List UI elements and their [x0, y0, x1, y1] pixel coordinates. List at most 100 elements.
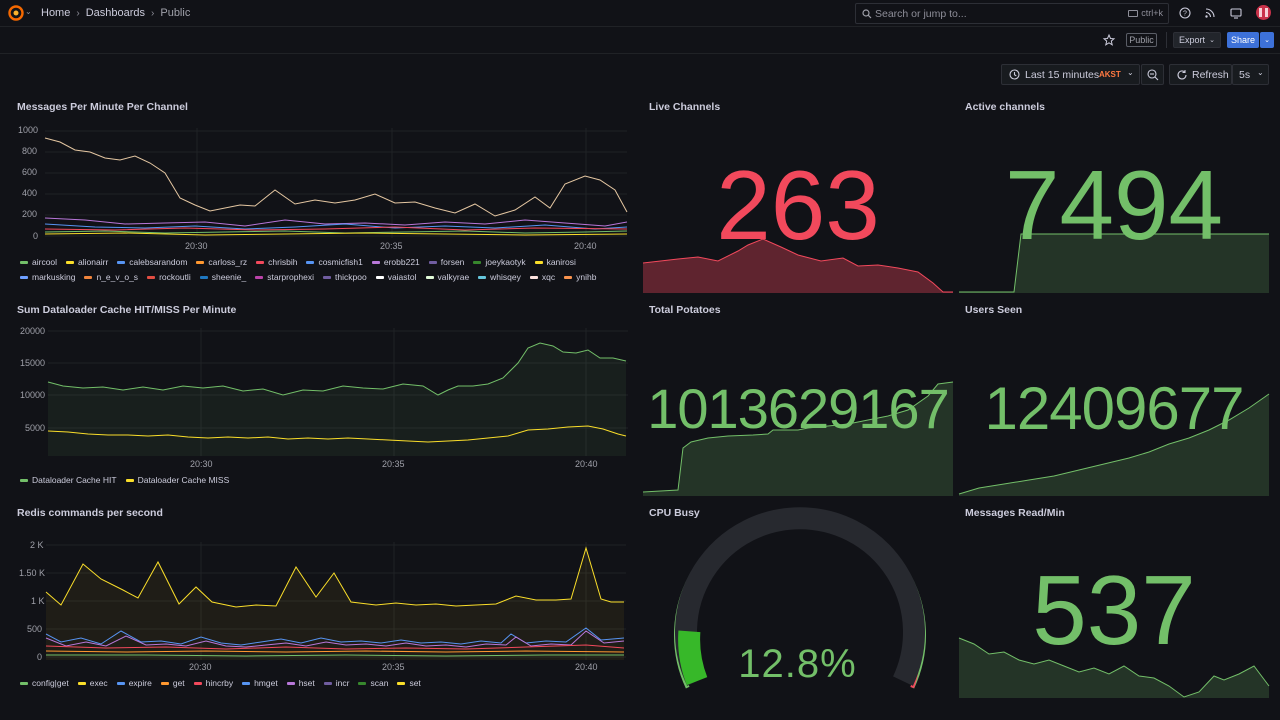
legend-item[interactable]: get — [160, 677, 185, 689]
legend-swatch — [255, 275, 264, 279]
y-tick: 1.50 K — [19, 568, 46, 578]
panel-title-messages-read[interactable]: Messages Read/Min — [965, 507, 1065, 519]
legend-swatch — [286, 681, 295, 685]
legend-item[interactable]: thickpoo — [323, 271, 367, 283]
legend-label: hincrby — [205, 678, 234, 688]
legend-item[interactable]: aircool — [20, 256, 57, 268]
legend-item[interactable]: markusking — [20, 271, 75, 283]
chevron-right-icon: › — [76, 7, 80, 19]
legend-item[interactable]: Dataloader Cache MISS — [125, 474, 229, 486]
legend-item[interactable]: sheenie_ — [199, 271, 246, 283]
legend-item[interactable]: xqc — [529, 271, 555, 283]
share-dropdown-button[interactable]: ⌄ — [1260, 32, 1274, 48]
panel-title-dataloader[interactable]: Sum Dataloader Cache HIT/MISS Per Minute — [17, 304, 237, 316]
grafana-logo-icon[interactable] — [8, 5, 24, 21]
panel-title-total-potatoes[interactable]: Total Potatoes — [649, 304, 721, 316]
legend-item[interactable]: set — [397, 677, 421, 689]
exec-area — [46, 548, 624, 660]
legend-item[interactable]: chrisbih — [256, 256, 297, 268]
legend-label: expire — [128, 678, 152, 688]
legend-item[interactable]: Dataloader Cache HIT — [20, 474, 117, 486]
series-line — [46, 654, 624, 657]
legend-item[interactable]: incr — [323, 677, 349, 689]
help-icon[interactable]: ? — [1178, 6, 1192, 20]
kiosk-mode-icon[interactable] — [1229, 6, 1243, 20]
cpu-busy-gauge — [674, 507, 926, 689]
svg-text:?: ? — [1183, 11, 1187, 18]
legend-item[interactable]: alionairr — [66, 256, 108, 268]
legend-item[interactable]: scan — [358, 677, 388, 689]
legend-item[interactable]: n_e_v_o_s — [84, 271, 138, 283]
users-seen-value: 12409677 — [984, 375, 1245, 442]
users-seen-sparkline — [958, 393, 1270, 496]
zoom-out-icon — [1147, 69, 1159, 81]
time-range-picker[interactable]: Last 15 minutes AKST ⌄ — [1001, 64, 1140, 85]
y-tick: 500 — [27, 624, 43, 634]
series-line — [44, 226, 628, 231]
legend-item[interactable]: starprophexi — [255, 271, 314, 283]
panel-title-redis[interactable]: Redis commands per second — [17, 507, 163, 519]
legend-label: joeykaotyk — [485, 257, 526, 267]
legend-swatch — [117, 260, 126, 264]
live-channels-value: 263 — [716, 150, 880, 260]
legend-swatch — [199, 275, 208, 279]
public-badge: Public — [1126, 33, 1157, 47]
messages-chart[interactable] — [44, 128, 628, 240]
legend-item[interactable]: erobb221 — [371, 256, 420, 268]
rss-news-icon[interactable] — [1203, 6, 1217, 20]
dashboard-toolbar: Public Export ⌄ Share ⌄ — [0, 27, 1280, 54]
legend-item[interactable]: forsen — [428, 256, 464, 268]
redis-chart[interactable] — [45, 542, 626, 660]
panel-title-cpu-busy[interactable]: CPU Busy — [649, 507, 700, 519]
chevron-down-icon[interactable]: ⌄ — [25, 7, 32, 16]
panel-title-active-channels[interactable]: Active channels — [965, 101, 1045, 113]
legend-item[interactable]: carloss_rz — [196, 256, 247, 268]
legend-swatch — [125, 478, 134, 482]
legend-item[interactable]: calebsarandom — [117, 256, 187, 268]
legend-item[interactable]: joeykaotyk — [473, 256, 526, 268]
timezone-badge: AKST — [1099, 70, 1121, 79]
legend-item[interactable]: config|get — [20, 677, 69, 689]
legend-swatch — [242, 681, 251, 685]
legend-item[interactable]: whisqey — [478, 271, 521, 283]
legend-swatch — [306, 260, 315, 264]
legend-item[interactable]: vaiastol — [375, 271, 417, 283]
refresh-interval-picker[interactable]: 5s ⌄ — [1232, 64, 1269, 85]
legend-item[interactable]: valkyrae — [425, 271, 469, 283]
gauge-fill — [678, 630, 708, 686]
legend-item[interactable]: hmget — [242, 677, 278, 689]
export-button[interactable]: Export ⌄ — [1173, 32, 1221, 48]
legend-label: config|get — [32, 678, 69, 688]
refresh-button[interactable]: Refresh — [1169, 64, 1232, 85]
user-avatar[interactable] — [1256, 5, 1271, 20]
search-input[interactable]: Search or jump to... ctrl+k — [855, 3, 1169, 24]
legend-item[interactable]: rockoutli — [147, 271, 191, 283]
y-tick: 400 — [22, 188, 38, 198]
legend-item[interactable]: ynihb — [564, 271, 596, 283]
legend-item[interactable]: kanirosi — [534, 256, 576, 268]
breadcrumb-dashboards[interactable]: Dashboards — [85, 7, 146, 19]
legend-swatch — [20, 275, 28, 279]
breadcrumb-home[interactable]: Home — [41, 7, 71, 19]
share-button[interactable]: Share — [1227, 32, 1259, 48]
legend-label: cosmicfish1 — [318, 257, 363, 267]
x-tick: 20:40 — [574, 241, 597, 251]
star-icon[interactable] — [1102, 33, 1116, 46]
legend-item[interactable]: cosmicfish1 — [306, 256, 363, 268]
legend-item[interactable]: exec — [77, 677, 108, 689]
panel-title-messages[interactable]: Messages Per Minute Per Channel — [17, 101, 188, 113]
zoom-out-button[interactable] — [1141, 64, 1164, 85]
y-tick: 0 — [37, 652, 43, 662]
panel-title-live-channels[interactable]: Live Channels — [649, 101, 721, 113]
panel-title-users-seen[interactable]: Users Seen — [965, 304, 1023, 316]
x-tick: 20:40 — [575, 662, 598, 672]
breadcrumb-current: Public — [160, 7, 191, 19]
y-tick: 200 — [22, 209, 38, 219]
legend-item[interactable]: expire — [116, 677, 152, 689]
legend-item[interactable]: hset — [286, 677, 315, 689]
dataloader-chart[interactable] — [47, 328, 628, 456]
y-tick: 1000 — [18, 125, 39, 135]
legend-item[interactable]: hincrby — [193, 677, 234, 689]
series-line — [44, 232, 628, 236]
x-tick: 20:35 — [382, 662, 405, 672]
